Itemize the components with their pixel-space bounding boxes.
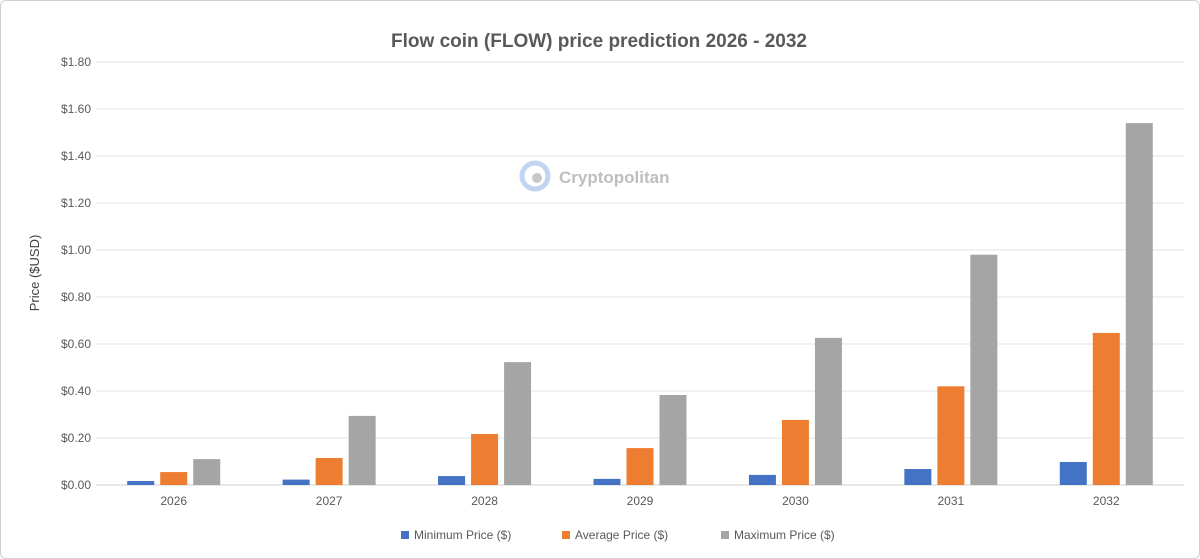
y-tick-label: $1.80	[61, 55, 91, 69]
bar-2026-max	[193, 459, 221, 485]
bar-2029-avg	[626, 448, 654, 485]
y-axis-label: Price ($USD)	[27, 235, 42, 312]
legend-swatch	[401, 531, 409, 539]
bar-2031-avg	[937, 386, 965, 485]
bar-2028-avg	[471, 434, 499, 485]
bar-2028-max	[504, 362, 532, 485]
y-tick-label: $1.60	[61, 102, 91, 116]
bar-2028-min	[438, 476, 466, 485]
x-tick-label: 2030	[782, 494, 809, 508]
legend-label: Maximum Price ($)	[734, 528, 835, 542]
bar-2026-min	[127, 481, 155, 485]
y-tick-label: $0.20	[61, 431, 91, 445]
bar-2027-max	[348, 415, 376, 485]
bar-2030-avg	[781, 419, 809, 485]
x-tick-label: 2031	[938, 494, 965, 508]
bar-2029-min	[593, 478, 621, 485]
x-tick-label: 2029	[627, 494, 654, 508]
y-tick-label: $1.40	[61, 149, 91, 163]
legend-swatch	[562, 531, 570, 539]
bar-2030-min	[748, 474, 776, 485]
y-tick-label: $1.00	[61, 243, 91, 257]
x-tick-label: 2027	[316, 494, 343, 508]
legend-swatch	[721, 531, 729, 539]
x-tick-label: 2026	[160, 494, 187, 508]
bar-2027-avg	[315, 457, 343, 485]
bar-2031-min	[904, 469, 932, 485]
watermark: Cryptopolitan	[519, 160, 670, 192]
cryptopolitan-logo-icon	[519, 160, 551, 192]
y-tick-label: $0.80	[61, 290, 91, 304]
bar-2032-avg	[1092, 332, 1120, 485]
chart-title: Flow coin (FLOW) price prediction 2026 -…	[391, 31, 807, 52]
y-tick-label: $1.20	[61, 196, 91, 210]
y-tick-label: $0.00	[61, 478, 91, 492]
watermark-text: Cryptopolitan	[559, 168, 670, 187]
bar-2027-min	[282, 479, 310, 485]
x-tick-label: 2028	[471, 494, 498, 508]
legend-label: Minimum Price ($)	[414, 528, 511, 542]
y-tick-label: $0.60	[61, 337, 91, 351]
y-tick-label: $0.40	[61, 384, 91, 398]
bar-2030-max	[814, 337, 842, 485]
bar-2032-max	[1125, 123, 1153, 485]
bar-2026-avg	[160, 472, 188, 485]
bar-2032-min	[1059, 461, 1087, 485]
bar-2029-max	[659, 394, 687, 485]
legend-label: Average Price ($)	[575, 528, 668, 542]
x-tick-label: 2032	[1093, 494, 1120, 508]
bar-2031-max	[970, 254, 998, 485]
